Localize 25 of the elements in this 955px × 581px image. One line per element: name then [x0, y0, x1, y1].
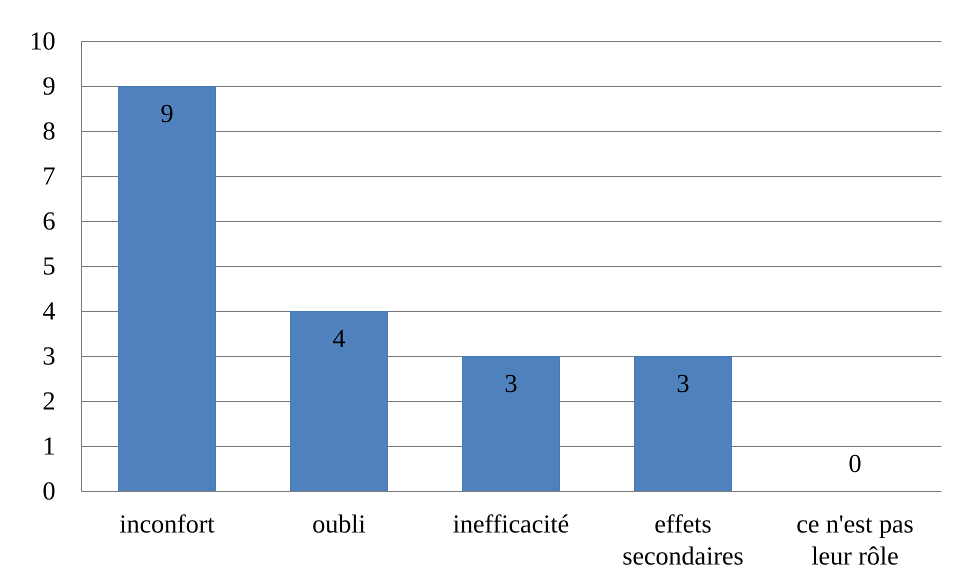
y-tick-label: 4 — [42, 296, 56, 326]
x-tick-label: inconfort — [119, 510, 216, 538]
bar — [634, 356, 732, 491]
data-label: 3 — [676, 369, 690, 398]
y-tick-label: 0 — [42, 476, 56, 506]
y-tick-label: 9 — [42, 72, 56, 100]
data-label: 4 — [332, 324, 346, 353]
data-label: 3 — [504, 369, 518, 398]
bar — [118, 86, 216, 491]
x-tick-label: oubli — [312, 510, 366, 538]
x-tick-label: effets secondaires — [622, 510, 744, 570]
y-tick-label: 5 — [42, 252, 56, 280]
data-label: 9 — [160, 99, 174, 128]
y-tick-label: 6 — [42, 206, 56, 236]
y-tick-label: 7 — [42, 162, 56, 190]
x-tick-label: ce n'est pas leur rôle — [796, 510, 914, 570]
bar — [462, 356, 560, 491]
y-tick-label: 3 — [42, 342, 56, 370]
y-tick-label: 8 — [42, 116, 56, 146]
y-tick-label: 2 — [42, 386, 56, 416]
data-label: 0 — [848, 449, 862, 478]
bar — [290, 311, 388, 491]
y-tick-label: 10 — [30, 26, 56, 56]
x-tick-label: inefficacité — [452, 510, 570, 538]
y-tick-label: 1 — [42, 432, 56, 460]
